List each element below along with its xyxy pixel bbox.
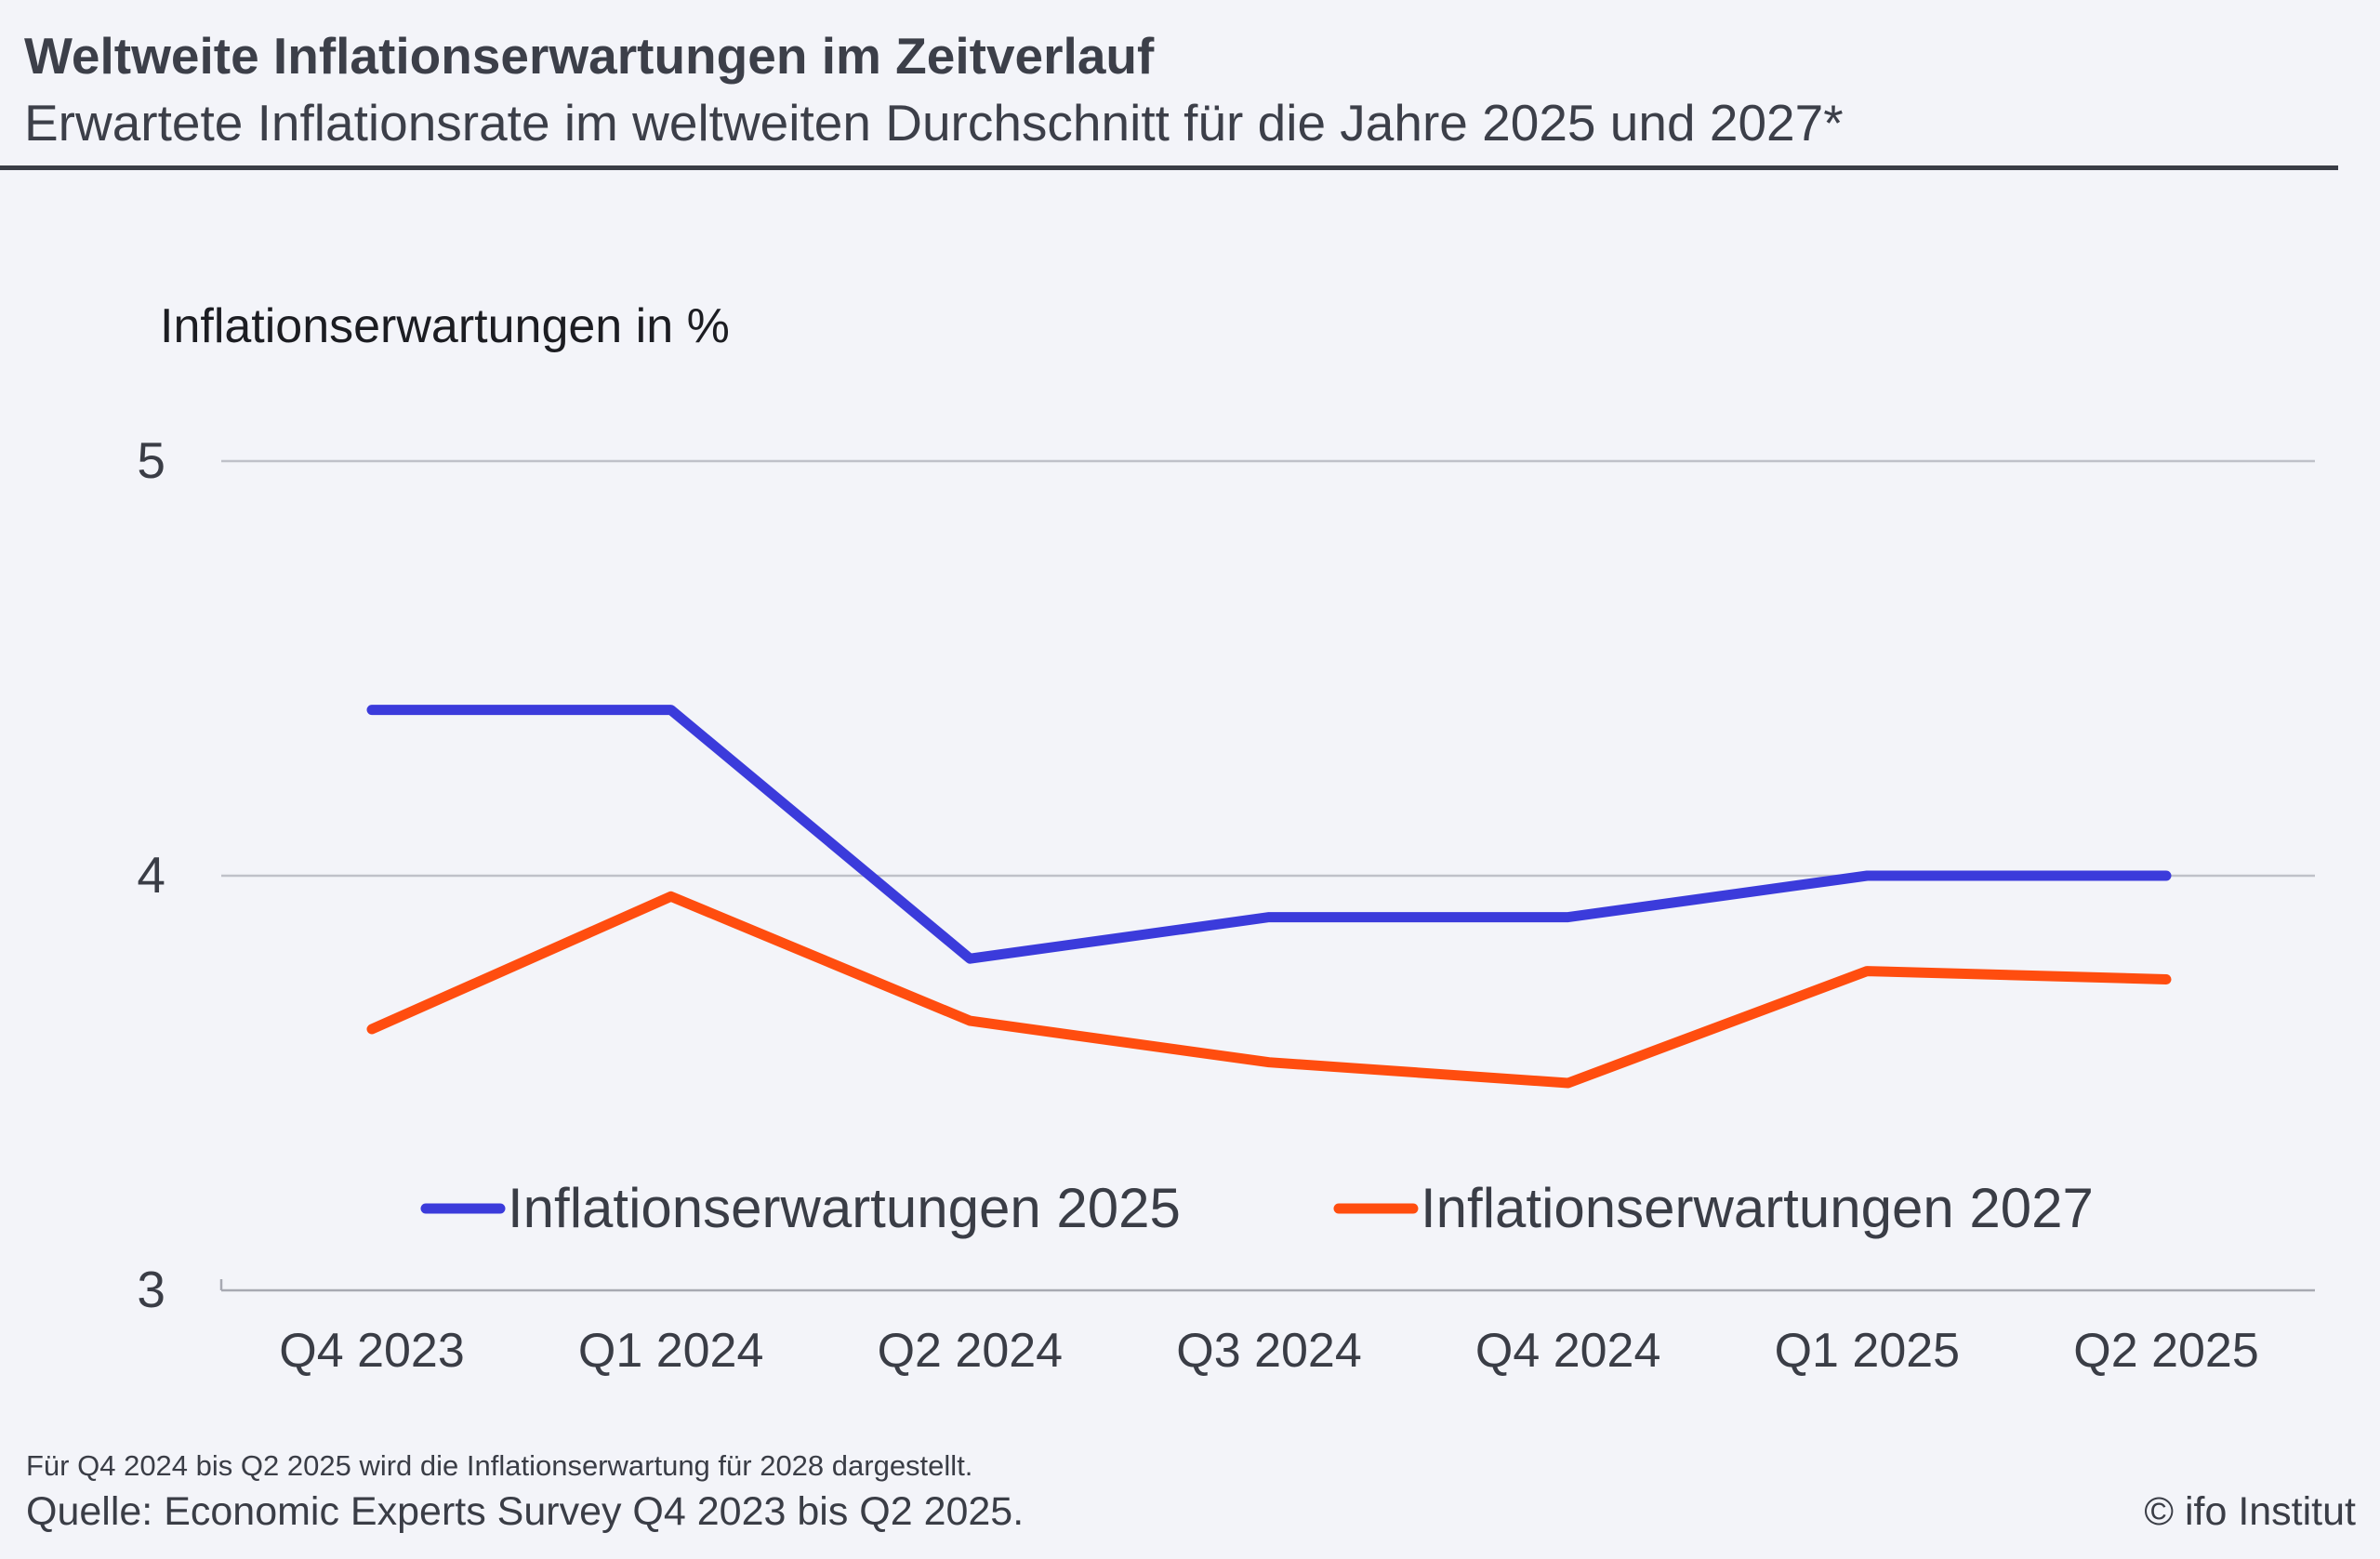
x-tick-label: Q4 2024 (1475, 1324, 1661, 1378)
x-tick-labels: Q4 2023 Q1 2024 Q2 2024 Q3 2024 Q4 2024 Q1 20… (279, 1324, 2259, 1378)
chart-subtitle: Erwartete Inflationsrate im weltweiten D… (24, 94, 1844, 152)
x-tick-label: Q3 2024 (1176, 1324, 1362, 1378)
x-tick-label: Q4 2023 (279, 1324, 465, 1378)
copyright: © ifo Institut (2144, 1489, 2356, 1534)
x-tick-label: Q1 2024 (578, 1324, 764, 1378)
source-note: Quelle: Economic Experts Survey Q4 2023 … (26, 1489, 1025, 1534)
series-lines (366, 705, 2172, 1089)
x-tick-label: Q2 2024 (878, 1324, 1064, 1378)
x-tick-label: Q2 2025 (2073, 1324, 2259, 1378)
series-line-2 (366, 891, 2172, 1089)
y-tick-labels: 3 4 5 (137, 431, 165, 1318)
legend-label-1: Inflationserwartungen 2025 (508, 1177, 1181, 1239)
title-divider (0, 165, 2338, 170)
series-line-1 (366, 705, 2172, 964)
x-tick-label: Q1 2025 (1775, 1324, 1961, 1378)
legend: Inflationserwartungen 2025 Inflationserwa… (420, 1177, 2094, 1239)
y-tick-label: 5 (137, 431, 165, 489)
legend-label-2: Inflationserwartungen 2027 (1421, 1177, 2094, 1239)
y-tick-label: 4 (137, 846, 165, 904)
footnote: Für Q4 2024 bis Q2 2025 wird die Inflati… (26, 1449, 973, 1482)
chart-title: Weltweite Inflationserwartungen im Zeitv… (24, 27, 1155, 85)
y-axis-label: Inflationserwartungen in % (160, 299, 730, 353)
y-tick-label: 3 (137, 1261, 165, 1318)
